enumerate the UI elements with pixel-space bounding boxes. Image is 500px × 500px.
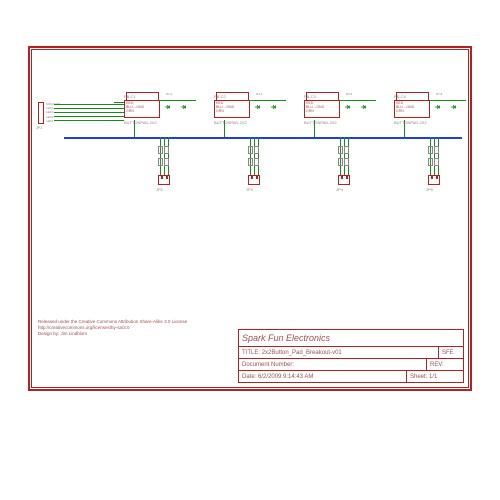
drop2-a	[250, 137, 251, 175]
m1-wire-sw-l	[126, 92, 127, 100]
drop1-c	[168, 137, 169, 175]
m1-wire-top	[160, 100, 196, 101]
module-2: PB-C2 RED BLU→GND GRN BUTTONPAD-2X2 D3,4	[214, 100, 274, 140]
r-group-2d	[254, 158, 259, 166]
module-1-body: RED BLU→GND GRN	[124, 100, 160, 118]
drop4-a	[430, 137, 431, 175]
module-2-body: RED BLU→GND GRN	[214, 100, 250, 118]
r-group-3c	[338, 158, 343, 166]
header-jp2-ref: JP2	[156, 187, 163, 192]
mod2-pin-grn: GRN	[216, 110, 248, 114]
r-group-1b	[164, 146, 169, 154]
header-jp5	[428, 175, 440, 185]
r-group-3a	[338, 146, 343, 154]
wire-led1	[54, 120, 124, 121]
license-line-3: Design by: Jim Lindblom	[38, 331, 187, 337]
title-block: Spark Fun Electronics TITLE: 2x2Button_P…	[238, 329, 464, 383]
sfe-cell: SFE	[439, 347, 463, 358]
m4-wire-sw-top	[396, 92, 428, 93]
m1-wire-sw-top	[126, 92, 158, 93]
license-block: Released under the Creative Commons Attr…	[38, 319, 187, 337]
stub2	[224, 120, 225, 137]
date-value: 6/2/2009 9:14:43 AM	[258, 374, 313, 380]
module-3-footprint: BUTTONPAD-2X2	[304, 120, 337, 125]
r-group-2a	[248, 146, 253, 154]
jp1-body	[38, 102, 44, 124]
r-group-2b	[254, 146, 259, 154]
jp1-ref: JP1	[36, 126, 42, 130]
r-group-4b	[434, 146, 439, 154]
drop3-b	[344, 137, 345, 175]
drop4-c	[438, 137, 439, 175]
module-4: PB-C4 RED BLU→GND GRN BUTTONPAD-2X2 D7,8	[394, 100, 454, 140]
module-2-diodes: D3,4	[256, 92, 262, 96]
stub1	[134, 120, 135, 137]
m3-wire-top	[340, 100, 376, 101]
docnum-label: Document Number:	[239, 359, 427, 370]
mod4-pin-grn: GRN	[396, 110, 428, 114]
wire-led2	[54, 116, 124, 117]
m4-wire-top	[430, 100, 466, 101]
wire-led3	[54, 112, 124, 113]
mod3-pin-grn: GRN	[306, 110, 338, 114]
header-jp4	[338, 175, 350, 185]
module-3: PB-C3 RED BLU→GND GRN BUTTONPAD-2X2 D5,6	[304, 100, 364, 140]
drop1-a	[160, 137, 161, 175]
module-2-footprint: BUTTONPAD-2X2	[214, 120, 247, 125]
m2-wire-sw-r	[248, 92, 249, 100]
wire-sw	[54, 104, 124, 105]
date-label: Date:	[242, 374, 256, 380]
r-group-3b	[344, 146, 349, 154]
rev-label: REV:	[427, 359, 463, 370]
r-group-4a	[428, 146, 433, 154]
m3-wire-sw-l	[306, 92, 307, 100]
m4-wire-sw-r	[428, 92, 429, 100]
module-1-footprint: BUTTONPAD-2X2	[124, 120, 157, 125]
drop3-c	[348, 137, 349, 175]
module-3-diodes: D5,6	[346, 92, 352, 96]
mod1-pin-grn: GRN	[126, 110, 158, 114]
header-jp5-ref: JP5	[426, 187, 433, 192]
drop1-b	[164, 137, 165, 175]
module-4-body: RED BLU→GND GRN	[394, 100, 430, 118]
r-group-1d	[164, 158, 169, 166]
header-jp2	[158, 175, 170, 185]
drop4-b	[434, 137, 435, 175]
connector-jp1: SW1/2/3/4 LED4 LED3 LED2 LED1 JP1	[38, 102, 52, 126]
wire-led4	[54, 108, 124, 109]
module-1-diodes: D1,2	[166, 92, 172, 96]
m1-wire-in	[114, 102, 124, 103]
schematic-canvas: SW1/2/3/4 LED4 LED3 LED2 LED1 JP1 PB-C1 …	[34, 52, 466, 385]
drop2-c	[258, 137, 259, 175]
r-group-3d	[344, 158, 349, 166]
r-group-4d	[434, 158, 439, 166]
m1-wire-sw-r	[158, 92, 159, 100]
r-group-2c	[248, 158, 253, 166]
sheet-label: Sheet:	[410, 374, 427, 380]
sheet-value: 1/1	[429, 374, 437, 380]
module-3-body: RED BLU→GND GRN	[304, 100, 340, 118]
r-group-4c	[428, 158, 433, 166]
r-group-1c	[158, 158, 163, 166]
m2-wire-sw-top	[216, 92, 248, 93]
header-jp4-ref: JP4	[336, 187, 343, 192]
company-name: Spark Fun Electronics	[239, 330, 463, 346]
r-group-1a	[158, 146, 163, 154]
m4-wire-sw-l	[396, 92, 397, 100]
m2-wire-top	[250, 100, 286, 101]
m3-wire-sw-top	[306, 92, 338, 93]
module-4-diodes: D7,8	[436, 92, 442, 96]
drop3-a	[340, 137, 341, 175]
module-4-footprint: BUTTONPAD-2X2	[394, 120, 427, 125]
stub3	[314, 120, 315, 137]
m3-wire-sw-r	[338, 92, 339, 100]
header-jp3	[248, 175, 260, 185]
title-value: 2x2Button_Pad_Breakout-v01	[262, 350, 342, 356]
m2-wire-sw-l	[216, 92, 217, 100]
title-label: TITLE:	[242, 350, 260, 356]
module-1: PB-C1 RED BLU→GND GRN BUTTONPAD-2X2 D1,2	[124, 100, 184, 140]
drop2-b	[254, 137, 255, 175]
stub4	[404, 120, 405, 137]
header-jp3-ref: JP3	[246, 187, 253, 192]
